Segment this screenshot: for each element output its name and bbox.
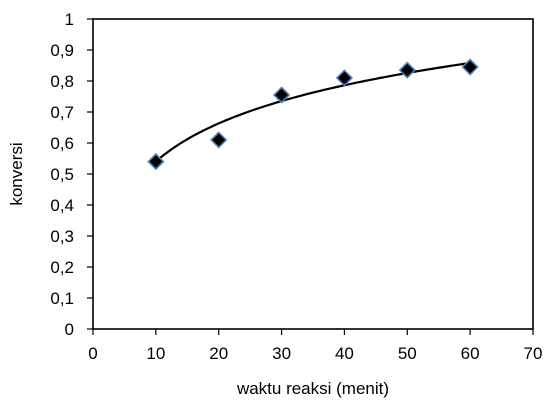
data-point-diamond: [147, 152, 165, 171]
x-axis-ticks: 0 10 20 30 40 50 60 70: [88, 329, 542, 363]
x-tick-label: 0: [88, 344, 97, 363]
y-tick-label: 0,7: [50, 103, 74, 122]
data-point-diamond: [398, 61, 416, 79]
plot-axes: [92, 18, 534, 330]
x-tick-label: 20: [209, 344, 228, 363]
x-tick-label: 30: [272, 344, 291, 363]
y-tick-label: 0,1: [50, 289, 74, 308]
y-axis-title: konversi: [7, 142, 26, 205]
y-tick-label: 0,3: [50, 227, 74, 246]
y-tick-label: 0,4: [50, 196, 74, 215]
x-axis-title: waktu reaksi (menit): [236, 379, 389, 398]
y-tick-label: 0,9: [50, 41, 74, 60]
data-point-diamond: [210, 131, 228, 149]
y-tick-label: 0,5: [50, 165, 74, 184]
y-tick-label: 0,6: [50, 134, 74, 153]
data-point-diamond: [461, 58, 479, 76]
y-tick-label: 0,8: [50, 72, 74, 91]
y-tick-label: 0,2: [50, 258, 74, 277]
x-tick-label: 10: [146, 344, 165, 363]
data-points: [147, 58, 479, 171]
plot-frame: [92, 18, 534, 330]
y-tick-label: 1: [65, 10, 74, 29]
y-tick-label: 0: [65, 320, 74, 339]
x-tick-label: 70: [524, 344, 543, 363]
x-tick-label: 40: [335, 344, 354, 363]
x-tick-label: 50: [398, 344, 417, 363]
data-point-diamond: [335, 69, 354, 87]
data-point-diamond: [272, 86, 291, 104]
trendline: [155, 61, 471, 163]
x-tick-label: 60: [461, 344, 480, 363]
y-axis-ticks: 0 0,1 0,2 0,3 0,4 0,5 0,6 0,7 0,8 0,9 1: [50, 10, 93, 339]
